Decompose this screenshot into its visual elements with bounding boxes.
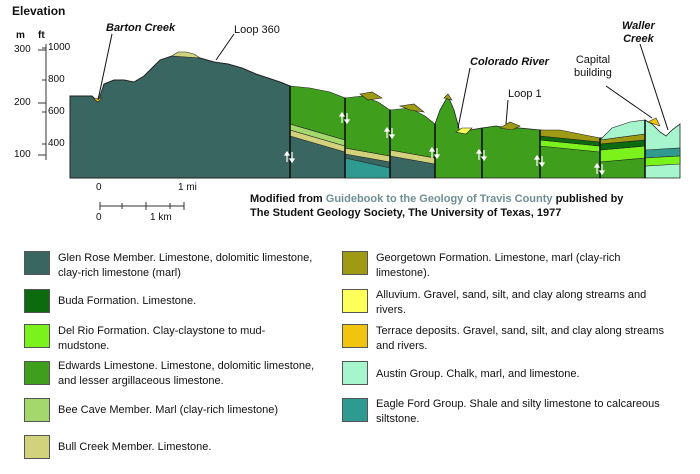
segment-4	[389, 103, 436, 179]
segment-8	[599, 119, 646, 179]
label-loop-360: Loop 360	[234, 24, 280, 36]
scale-mi-one: 1 mi	[178, 182, 197, 193]
segment-3	[344, 91, 391, 179]
legend-edwards: Edwards Limestone. Limestone, dolomitic …	[58, 360, 315, 387]
scale-km-zero: 0	[96, 212, 102, 223]
legend-glen-rose: Glen Rose Member. Limestone, dolomitic l…	[58, 252, 313, 279]
legend-bull-creek: Bull Creek Member. Limestone.	[58, 441, 212, 453]
legend-terrace: Terrace deposits. Gravel, sand, silt, an…	[376, 325, 664, 352]
ft-tick-1000: 1000	[48, 42, 71, 53]
segment-7	[539, 129, 601, 179]
segment-9	[644, 117, 681, 179]
swatch-alluvium	[342, 289, 368, 313]
terrace-loop360	[171, 51, 202, 59]
swatch-austin	[342, 361, 368, 385]
swatch-buda	[24, 289, 50, 313]
credit-suffix: published by	[552, 193, 624, 205]
credit-line2: The Student Geology Society, The Univers…	[250, 207, 562, 219]
unit-meters: m	[16, 30, 25, 41]
segment-6	[481, 121, 541, 179]
legend-austin: Austin Group. Chalk, marl, and limestone…	[376, 368, 580, 380]
ft-tick-800: 800	[48, 74, 65, 85]
legend-bee-cave: Bee Cave Member. Marl (clay-rich limesto…	[58, 404, 279, 416]
segment-5	[434, 93, 483, 179]
figure-credit: Modified from Guidebook to the Geology o…	[250, 192, 690, 220]
swatch-del-rio	[24, 324, 50, 348]
elevation-title: Elevation	[12, 4, 66, 18]
swatch-bull-creek	[24, 435, 50, 459]
elevation-axis	[38, 44, 47, 160]
legend-del-rio: Del Rio Formation. Clay-claystone to mud…	[58, 325, 266, 352]
swatch-terrace	[342, 324, 368, 348]
label-waller-creek: Waller Creek	[622, 20, 655, 45]
ft-tick-400: 400	[48, 138, 65, 149]
credit-prefix: Modified from	[250, 193, 326, 205]
swatch-bee-cave	[24, 398, 50, 422]
scale-km-one: 1 km	[150, 212, 172, 223]
swatch-glen-rose	[24, 251, 50, 275]
label-barton-creek: Barton Creek	[106, 22, 176, 34]
label-capital-building: Capital building	[574, 54, 612, 79]
legend-georgetown: Georgetown Formation. Limestone, marl (c…	[376, 252, 621, 279]
swatch-edwards	[24, 361, 50, 385]
scale-bars	[99, 202, 185, 210]
legend-eagle-ford: Eagle Ford Group. Shale and silty limest…	[376, 398, 660, 425]
label-loop-1: Loop 1	[508, 88, 542, 100]
segment-2	[289, 85, 346, 179]
swatch-eagle-ford	[342, 398, 368, 422]
fault-lines	[289, 86, 646, 178]
legend-buda: Buda Formation. Limestone.	[58, 295, 197, 307]
m-tick-300: 300	[14, 44, 31, 55]
leader-lines	[97, 33, 669, 131]
label-colorado-river: Colorado River	[470, 56, 549, 68]
guidebook-link[interactable]: Guidebook to the Geology of Travis Count…	[325, 193, 553, 205]
m-tick-200: 200	[14, 97, 31, 108]
unit-feet: ft	[38, 30, 45, 41]
fault-arrows	[283, 111, 606, 176]
m-tick-100: 100	[14, 149, 31, 160]
legend-alluvium: Alluvium. Gravel, sand, silt, and clay a…	[376, 289, 647, 316]
ft-tick-600: 600	[48, 106, 65, 117]
scale-mi-zero: 0	[96, 182, 102, 193]
swatch-georgetown	[342, 251, 368, 275]
